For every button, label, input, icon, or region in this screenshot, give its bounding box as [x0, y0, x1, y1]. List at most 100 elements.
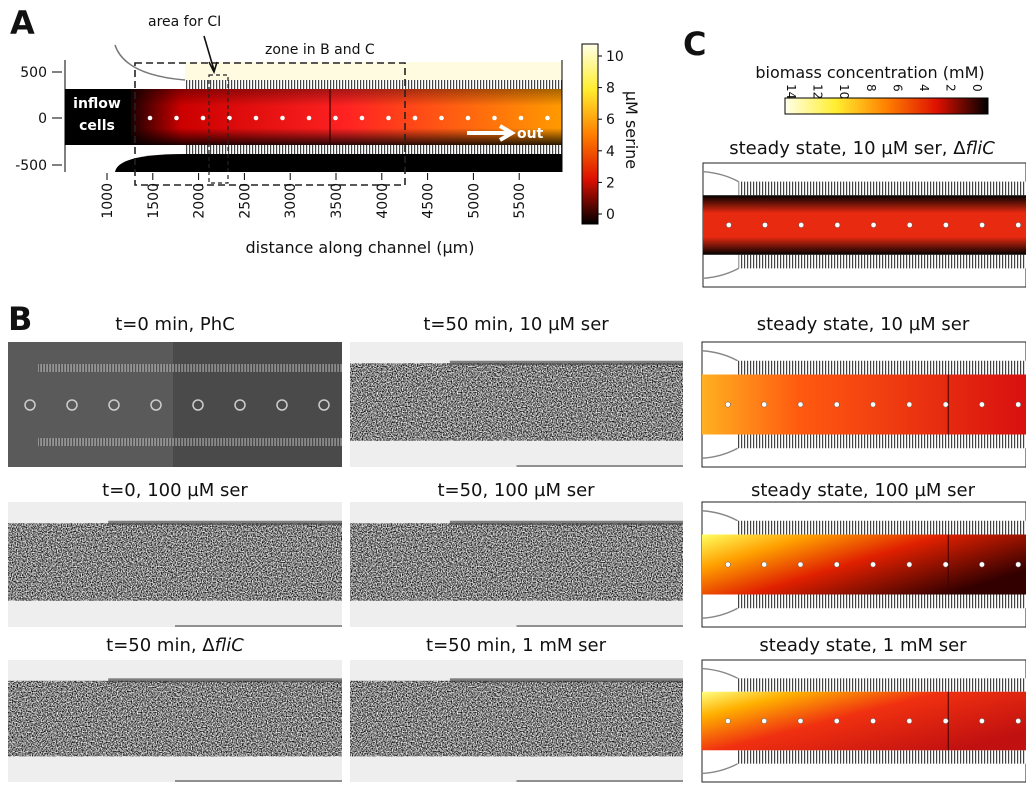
panel-title: t=0, 100 µM ser [102, 480, 248, 501]
colorbar-tick-label: 2 [944, 84, 958, 92]
pillar [725, 561, 731, 568]
panel-label: A [10, 4, 35, 42]
colorbar-tick-label: 10 [606, 49, 624, 65]
inflow-region [65, 89, 131, 145]
inlet-curve [701, 667, 738, 679]
colorbar-tick-label: 0 [970, 84, 984, 92]
zone-box [134, 62, 406, 186]
x-tick-label: 2500 [237, 183, 253, 219]
pillar [833, 718, 840, 724]
pillar [306, 115, 312, 121]
annotation: out [517, 126, 544, 142]
inlet-curve [701, 350, 738, 362]
annotation: cells [79, 118, 115, 134]
channel-bottom-dark [115, 154, 562, 172]
ridge-top [737, 360, 1026, 375]
micrograph-top-accum [449, 678, 683, 683]
inlet-curve [701, 607, 738, 619]
panel-title: t=50 min, ΔfliC [106, 635, 244, 656]
pillar [834, 222, 841, 228]
x-tick-label: 4000 [375, 183, 391, 219]
pillar [870, 561, 876, 568]
annotation: area for CI [148, 14, 221, 30]
x-axis-label: distance along channel (µm) [246, 238, 475, 257]
title-text: steady state, 100 µM ser [751, 480, 976, 501]
colorbar-c [784, 97, 989, 115]
pillar [276, 399, 288, 411]
micrograph-top-accum [449, 360, 683, 365]
pillar [192, 399, 204, 411]
pillar [280, 115, 285, 121]
pillar [545, 115, 550, 121]
colorbar-tick-label: 14 [784, 84, 798, 99]
colorbar-a [581, 43, 599, 225]
inlet-curve [702, 170, 739, 183]
pillar [333, 115, 338, 121]
colorbar-tick-label: 6 [890, 84, 904, 92]
ci-box [208, 74, 229, 184]
micrograph-noise [350, 523, 683, 601]
panel-title: t=0 min, PhC [115, 314, 235, 335]
ridge-bottom [38, 438, 342, 446]
panel-title: t=50, 100 µM ser [437, 480, 595, 501]
pillar [1015, 401, 1022, 408]
ridge-top [737, 678, 1026, 692]
colorbar-label: µM serine [622, 91, 641, 169]
panel-title: t=50 min, 10 µM ser [423, 314, 609, 335]
pillar [147, 115, 153, 121]
pillar [942, 401, 949, 408]
x-tick-label: 5000 [466, 183, 482, 219]
pillar [942, 718, 949, 724]
pillar [66, 399, 78, 411]
ridge-top [738, 181, 1026, 196]
pillar [762, 222, 768, 228]
panel-label: C [683, 25, 706, 63]
pillar [234, 399, 246, 411]
pillar [108, 399, 120, 411]
title-text: steady state, 10 µM ser [757, 314, 970, 335]
pillar [798, 222, 805, 228]
pillar [942, 561, 949, 568]
pillar [979, 401, 985, 408]
title-text: t=50 min, Δ [106, 635, 215, 656]
ci-arrow [203, 35, 218, 75]
pillar [200, 115, 206, 121]
inlet-curve [702, 267, 739, 280]
annotation: inflow [73, 96, 121, 112]
channel-inlet-curve [114, 44, 186, 81]
annotation: zone in B and C [265, 42, 375, 58]
ridge-top [38, 364, 342, 372]
panel-title: steady state, 1 mM ser [759, 635, 967, 656]
pillar [979, 718, 985, 724]
micrograph-top-accum [108, 520, 342, 525]
micrograph-top-accum [449, 520, 683, 525]
inlet-curve [701, 510, 738, 522]
pillar [906, 401, 913, 408]
pillar [725, 222, 732, 228]
pillar [870, 718, 876, 724]
micrograph-noise [350, 363, 683, 441]
pillar [906, 561, 913, 568]
ridge-top [737, 520, 1026, 535]
x-tick-label: 3000 [283, 183, 299, 219]
pillar [150, 399, 162, 411]
pillar [979, 222, 985, 228]
title-text: t=50, 100 µM ser [437, 480, 595, 501]
pillar [439, 115, 444, 121]
pillar [761, 718, 768, 724]
ridge-bottom [737, 750, 1026, 764]
y-tick-label: -500 [15, 158, 47, 174]
y-tick-label: 500 [20, 65, 47, 81]
x-tick-label: 1000 [100, 183, 116, 219]
colorbar-tick-label: 0 [606, 207, 615, 223]
pillar [1015, 718, 1022, 724]
heatmap-a-shade [130, 89, 562, 145]
pillar [870, 222, 877, 228]
colorbar-label: biomass concentration (mM) [755, 63, 984, 82]
phase-image-dark [173, 342, 342, 467]
out-arrow [467, 124, 516, 142]
colorbar-tick-label: 4 [606, 144, 615, 160]
channel-top-bg [185, 62, 562, 80]
